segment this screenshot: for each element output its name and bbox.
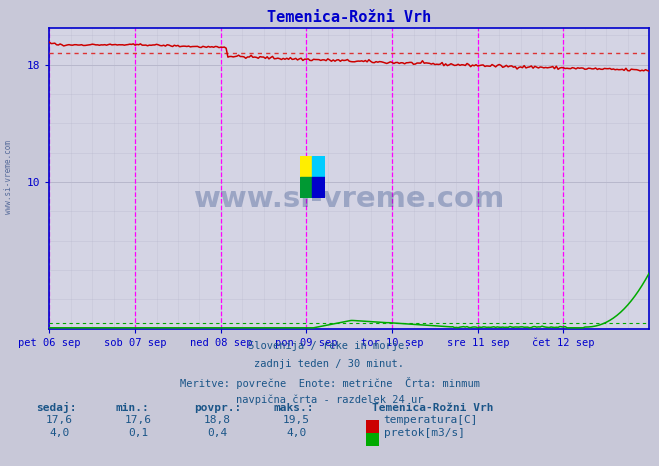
Text: sedaj:: sedaj: (36, 402, 76, 413)
Text: 17,6: 17,6 (46, 415, 72, 425)
Bar (300, 156, 312, 177)
Text: pretok[m3/s]: pretok[m3/s] (384, 428, 465, 438)
Text: Temenica-Rožni Vrh: Temenica-Rožni Vrh (372, 403, 494, 413)
Title: Temenica-Rožni Vrh: Temenica-Rožni Vrh (267, 10, 432, 26)
Text: 4,0: 4,0 (49, 428, 69, 438)
Text: temperatura[C]: temperatura[C] (384, 415, 478, 425)
Text: www.si-vreme.com: www.si-vreme.com (4, 140, 13, 214)
Text: maks.:: maks.: (273, 403, 314, 413)
Text: Slovenija / reke in morje.: Slovenija / reke in morje. (248, 341, 411, 351)
Text: min.:: min.: (115, 403, 149, 413)
Text: Meritve: povrečne  Enote: metrične  Črta: minmum: Meritve: povrečne Enote: metrične Črta: … (179, 377, 480, 389)
Text: 19,5: 19,5 (283, 415, 310, 425)
Text: 0,1: 0,1 (129, 428, 148, 438)
Text: www.si-vreme.com: www.si-vreme.com (194, 185, 505, 213)
Text: 4,0: 4,0 (287, 428, 306, 438)
Text: 0,4: 0,4 (208, 428, 227, 438)
Text: povpr.:: povpr.: (194, 403, 242, 413)
Text: 18,8: 18,8 (204, 415, 231, 425)
Text: zadnji teden / 30 minut.: zadnji teden / 30 minut. (254, 359, 405, 369)
Bar (300, 177, 312, 198)
Text: 17,6: 17,6 (125, 415, 152, 425)
Bar (312, 177, 325, 198)
Bar (312, 156, 325, 177)
Text: navpična črta - razdelek 24 ur: navpična črta - razdelek 24 ur (236, 394, 423, 405)
